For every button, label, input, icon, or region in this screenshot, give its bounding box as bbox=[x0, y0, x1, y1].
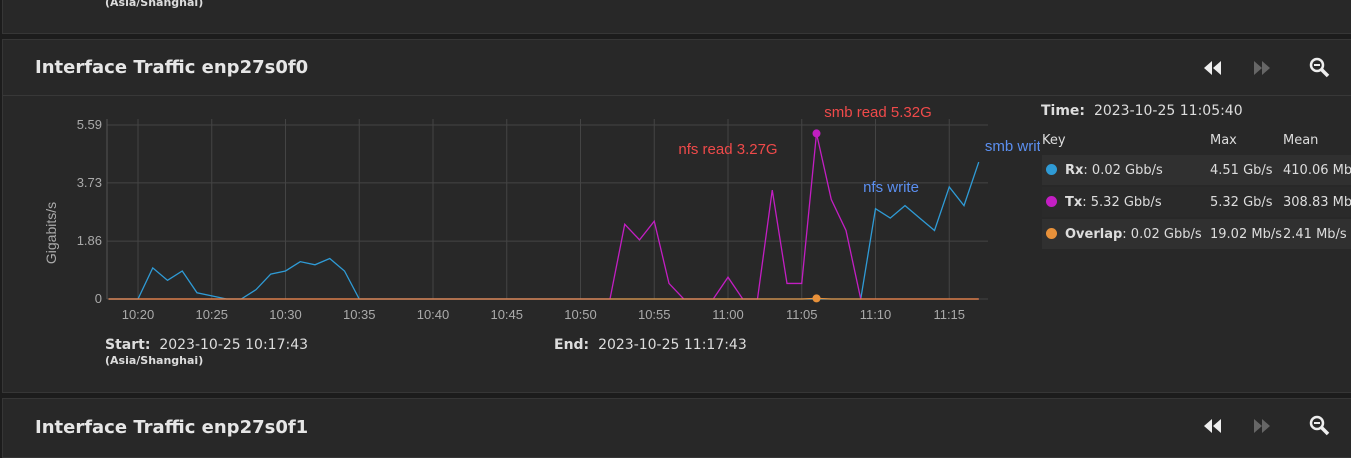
panel-title: Interface Traffic enp27s0f1 bbox=[35, 417, 309, 438]
x-tick-label: 11:00 bbox=[712, 307, 744, 322]
y-tick-label: 3.73 bbox=[77, 175, 102, 190]
hover-point bbox=[812, 129, 821, 138]
start-label: Start: bbox=[105, 337, 151, 353]
x-tick-label: 10:25 bbox=[195, 307, 228, 322]
end-label: End: bbox=[554, 337, 590, 353]
y-tick-label: 5.59 bbox=[77, 117, 102, 132]
series-line bbox=[108, 133, 979, 300]
time-label: Time: bbox=[1041, 103, 1086, 119]
top-panel: (Asia/Shanghai) bbox=[2, 0, 1351, 34]
legend-name: Tx bbox=[1065, 195, 1083, 210]
legend-swatch bbox=[1046, 228, 1057, 239]
legend-name: Overlap bbox=[1065, 227, 1123, 242]
x-tick-label: 10:30 bbox=[269, 307, 302, 322]
annotation: smb read 5.32G bbox=[824, 104, 932, 121]
legend-key: Rx: 0.02 Gbb/s bbox=[1065, 163, 1163, 178]
legend-header: Mean bbox=[1283, 133, 1319, 148]
legend-key: Tx: 5.32 Gbb/s bbox=[1065, 195, 1162, 210]
legend-max: 19.02 Mb/s bbox=[1210, 227, 1282, 242]
end: 2023-10-25 11:17:43 bbox=[598, 337, 747, 353]
legend-mean: 308.83 Mb/s bbox=[1283, 195, 1351, 210]
next-panel: Interface Traffic enp27s0f1 bbox=[2, 398, 1351, 458]
y-axis-label: Gigabits/s bbox=[43, 202, 59, 264]
legend-swatch bbox=[1046, 164, 1057, 175]
timezone: (Asia/Shanghai) bbox=[105, 0, 204, 9]
x-tick-label: 10:40 bbox=[417, 307, 450, 322]
legend-max: 5.32 Gb/s bbox=[1210, 195, 1273, 210]
y-tick-label: 0 bbox=[95, 291, 102, 306]
legend-mean: 410.06 Mb/s bbox=[1283, 163, 1351, 178]
series-line bbox=[108, 297, 979, 300]
legend-max: 4.51 Gb/s bbox=[1210, 163, 1273, 178]
x-tick-label: 11:05 bbox=[786, 307, 818, 322]
timezone: (Asia/Shanghai) bbox=[105, 354, 204, 367]
legend-swatch bbox=[1046, 196, 1057, 207]
legend-row bbox=[1042, 187, 1351, 217]
time: 2023-10-25 11:05:40 bbox=[1093, 103, 1243, 119]
annotation: nfs read 3.27G bbox=[678, 141, 777, 158]
legend-reading: : 0.02 Gbb/s bbox=[1083, 163, 1163, 178]
x-tick-label: 10:55 bbox=[638, 307, 671, 322]
x-tick-label: 10:45 bbox=[490, 307, 523, 322]
legend-row bbox=[1042, 219, 1351, 249]
legend-header: Max bbox=[1210, 133, 1237, 148]
annotation: smb write bbox=[985, 138, 1040, 155]
divider bbox=[3, 95, 1351, 96]
x-tick-label: 11:15 bbox=[933, 307, 965, 322]
x-tick-label: 10:35 bbox=[343, 307, 376, 322]
hover-point bbox=[812, 294, 821, 303]
legend-reading: : 5.32 Gbb/s bbox=[1082, 195, 1162, 210]
legend-key: Overlap: 0.02 Gbb/s bbox=[1065, 227, 1202, 242]
chart: Gigabits/s 0 1.86 3.73 5.59 10:20 10:25 10:30 1… bbox=[43, 104, 1040, 322]
legend-reading: : 0.02 Gbb/s bbox=[1122, 227, 1202, 242]
start: 2023-10-25 10:17:43 bbox=[159, 337, 309, 353]
annotation: nfs write bbox=[863, 179, 919, 196]
x-tick-label: 10:20 bbox=[122, 307, 155, 322]
panel-title: Interface Traffic enp27s0f0 bbox=[35, 57, 309, 78]
legend-name: Rx bbox=[1065, 163, 1084, 178]
legend-header: Key bbox=[1042, 133, 1066, 148]
legend-mean: 2.41 Mb/s bbox=[1283, 227, 1347, 242]
legend: Time: 2023-10-25 11:05:40 Key Max Mean Rx: … bbox=[1040, 100, 1351, 260]
x-tick-label: 10:50 bbox=[564, 307, 597, 322]
y-tick-label: 1.86 bbox=[77, 233, 102, 248]
legend-row bbox=[1042, 155, 1351, 185]
x-tick-label: 11:10 bbox=[860, 307, 892, 322]
